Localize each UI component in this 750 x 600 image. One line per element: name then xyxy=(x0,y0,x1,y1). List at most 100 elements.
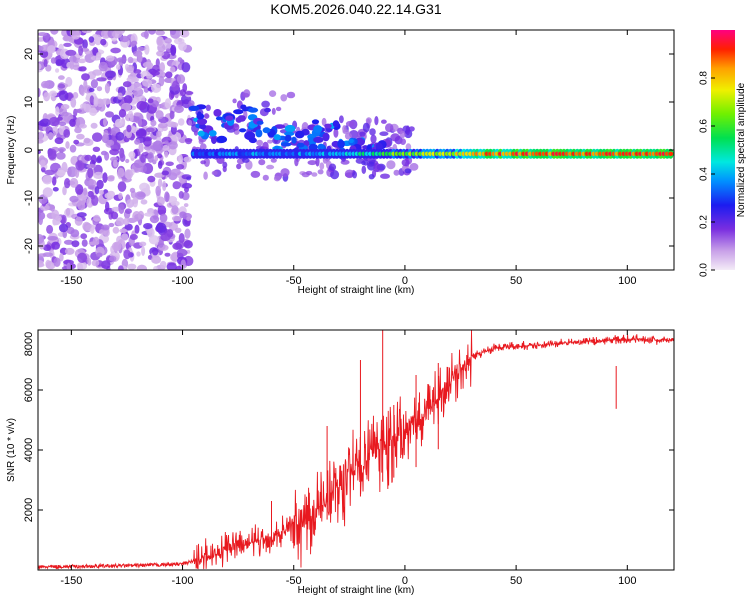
signal-blob xyxy=(250,170,261,178)
signal-blob xyxy=(200,143,207,151)
noise-blob xyxy=(116,57,127,63)
noise-blob xyxy=(55,106,60,116)
signal-blob xyxy=(238,115,246,122)
noise-blob xyxy=(77,200,86,211)
noise-blob xyxy=(96,86,103,92)
spectrogram-y-tick-label: 10 xyxy=(23,96,35,108)
signal-blob xyxy=(352,171,357,179)
noise-blob xyxy=(105,55,115,62)
signal-blob xyxy=(333,128,339,138)
noise-blob xyxy=(75,184,84,195)
signal-blob xyxy=(255,129,263,138)
noise-blob xyxy=(58,223,69,233)
signal-blob xyxy=(296,142,305,148)
noise-blob xyxy=(184,228,191,239)
noise-blob xyxy=(126,76,138,83)
noise-blob xyxy=(125,158,130,164)
signal-blob xyxy=(186,176,192,181)
noise-blob xyxy=(119,153,126,162)
noise-blob xyxy=(63,178,71,189)
noise-blob xyxy=(42,175,53,185)
spectrogram-y-axis-label: Frequency (Hz) xyxy=(6,116,17,185)
noise-blob xyxy=(174,105,184,114)
noise-blob xyxy=(53,257,61,268)
signal-blob xyxy=(203,157,210,167)
signal-blob xyxy=(284,134,292,142)
noise-blob xyxy=(80,88,85,97)
noise-blob xyxy=(47,45,56,54)
signal-blob xyxy=(305,170,313,176)
noise-blob xyxy=(165,161,174,167)
noise-blob xyxy=(74,168,80,178)
noise-blob xyxy=(76,212,87,218)
signal-blob xyxy=(211,170,218,176)
noise-blob xyxy=(59,253,64,262)
signal-blob xyxy=(291,136,297,144)
noise-blob xyxy=(38,32,48,37)
colorbar-tick-label: 0.2 xyxy=(699,215,710,229)
noise-blob xyxy=(154,155,159,162)
noise-blob xyxy=(79,123,87,129)
noise-blob xyxy=(115,217,125,227)
noise-blob xyxy=(116,64,121,70)
noise-blob xyxy=(52,219,57,226)
signal-blob xyxy=(188,119,193,126)
noise-blob xyxy=(140,199,148,205)
noise-blob xyxy=(96,77,107,82)
noise-blob xyxy=(127,56,134,64)
noise-blob xyxy=(171,252,177,257)
signal-blob xyxy=(370,134,377,144)
signal-blob xyxy=(222,166,227,173)
noise-blob xyxy=(141,246,146,256)
signal-blob xyxy=(266,164,275,170)
signal-blob xyxy=(275,106,282,112)
noise-blob xyxy=(169,110,175,120)
noise-blob xyxy=(143,86,149,93)
noise-blob xyxy=(52,187,59,192)
noise-blob xyxy=(72,92,79,99)
noise-blob xyxy=(41,167,46,173)
noise-blob xyxy=(129,234,138,240)
noise-blob xyxy=(142,61,153,68)
noise-blob xyxy=(122,81,132,88)
signal-blob xyxy=(315,156,320,167)
noise-blob xyxy=(169,30,177,35)
noise-blob xyxy=(160,233,171,242)
signal-blob xyxy=(308,143,318,151)
noise-blob xyxy=(164,98,172,109)
signal-blob xyxy=(179,89,186,97)
noise-blob xyxy=(158,122,168,129)
noise-blob xyxy=(87,167,94,179)
noise-blob xyxy=(152,248,159,256)
spectrogram-y-tick-label: 20 xyxy=(23,48,35,60)
noise-blob xyxy=(144,44,150,55)
noise-blob xyxy=(90,227,95,234)
noise-blob xyxy=(114,118,123,128)
noise-blob xyxy=(45,64,52,72)
noise-blob xyxy=(69,195,79,203)
noise-blob xyxy=(50,30,59,35)
noise-blob xyxy=(174,227,182,233)
noise-blob xyxy=(150,144,161,150)
signal-blob xyxy=(232,98,237,104)
signal-blob xyxy=(375,142,383,151)
noise-blob xyxy=(133,69,142,74)
noise-blob xyxy=(86,164,96,169)
signal-blob xyxy=(239,128,247,133)
noise-blob xyxy=(47,236,58,241)
noise-blob xyxy=(38,214,43,226)
noise-blob xyxy=(123,249,131,260)
signal-blob xyxy=(317,169,324,175)
signal-line-core xyxy=(668,151,674,156)
signal-blob xyxy=(344,169,355,179)
noise-blob xyxy=(183,240,193,249)
noise-blob xyxy=(82,221,91,231)
noise-blob xyxy=(72,30,82,36)
signal-blob xyxy=(400,138,406,146)
noise-blob xyxy=(180,259,186,268)
signal-blob xyxy=(216,135,228,143)
spectrogram-x-tick-label: -50 xyxy=(286,275,302,287)
noise-blob xyxy=(148,235,160,245)
